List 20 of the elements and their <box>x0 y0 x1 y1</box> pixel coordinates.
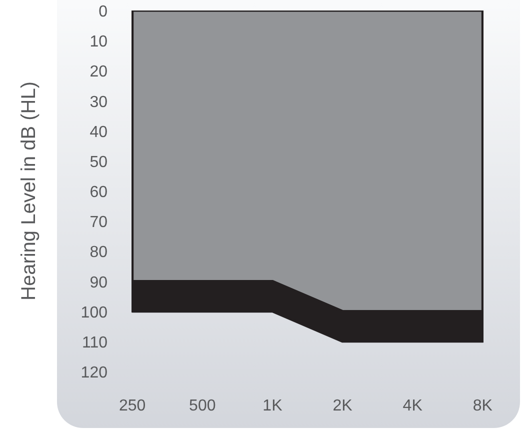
y-axis-title: Hearing Level in dB (HL) <box>18 81 40 300</box>
y-tick-label: 100 <box>80 304 108 322</box>
y-tick-label: 30 <box>90 94 108 111</box>
y-tick-label: 80 <box>90 244 108 262</box>
y-tick-label: 70 <box>90 214 108 232</box>
x-tick-label: 1K <box>262 398 283 414</box>
y-tick-label: 40 <box>90 124 108 141</box>
x-tick-label: 500 <box>189 398 216 414</box>
x-tick-label: 8K <box>472 398 493 414</box>
x-tick-label: 2K <box>332 398 353 414</box>
y-tick-label: 20 <box>90 64 108 81</box>
x-tick-label: 250 <box>118 398 146 414</box>
y-tick-label: 120 <box>80 364 108 382</box>
y-tick-label: 60 <box>90 184 108 201</box>
y-tick-label: 110 <box>82 334 108 352</box>
y-tick-label: 0 <box>98 4 108 20</box>
y-tick-label: 10 <box>90 34 108 51</box>
x-tick-label: 4K <box>402 398 423 414</box>
y-tick-label: 90 <box>90 274 108 292</box>
y-tick-label: 50 <box>90 154 108 171</box>
